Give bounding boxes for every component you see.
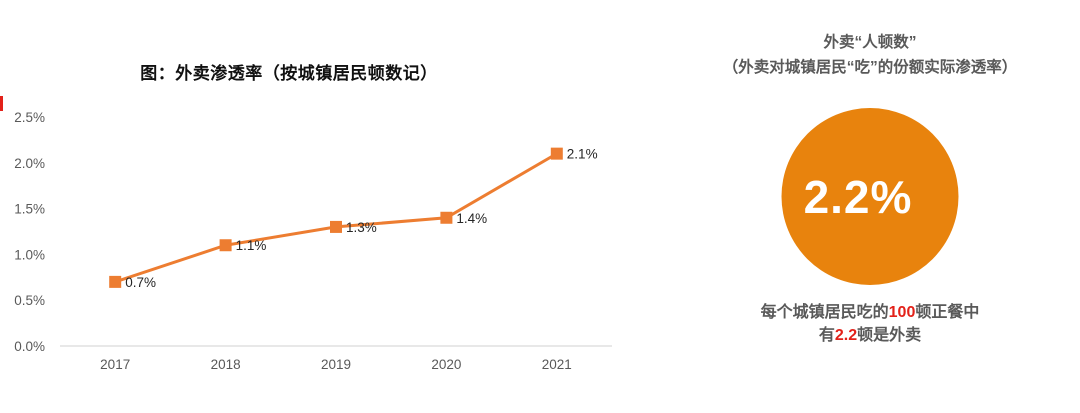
- data-point-label: 1.4%: [456, 211, 487, 226]
- trend-line: [114, 152, 558, 284]
- data-point-label: 2.1%: [567, 147, 598, 162]
- caption-text: 有: [818, 327, 835, 344]
- chart-title: 图：外卖渗透率（按城镇居民顿数记）: [140, 64, 438, 83]
- data-point-marker: [330, 220, 342, 233]
- y-axis-tick-label: 2.0%: [14, 156, 45, 171]
- y-axis-tick-label: 2.5%: [14, 110, 45, 125]
- x-axis-category-label: 2018: [211, 357, 241, 372]
- caption-text: 顿正餐中: [915, 304, 980, 321]
- y-axis-tick-label: 0.0%: [14, 339, 45, 354]
- penetration-rate-circle: 2.2%: [781, 108, 959, 285]
- x-axis-category-label: 2017: [100, 357, 130, 372]
- penetration-rate-value: 2.2%: [803, 170, 913, 223]
- data-point-marker: [550, 147, 563, 160]
- y-axis-tick-label: 0.5%: [14, 293, 45, 308]
- line-chart-plot: 0.0% 0.5% 1.0% 1.5% 2.0% 2.5% 2017 2018 2019 2020…: [14, 110, 612, 372]
- caption-text: 每个城镇居民吃的: [760, 304, 889, 321]
- x-axis-category-label: 2021: [542, 357, 572, 372]
- right-panel-caption: 每个城镇居民吃的100顿正餐中 有2.2顿是外卖: [675, 301, 1065, 347]
- data-point-label: 1.1%: [236, 238, 267, 253]
- data-point-label: 1.3%: [346, 220, 377, 235]
- y-axis-tick-label: 1.5%: [14, 202, 45, 217]
- data-point-marker: [109, 275, 122, 288]
- takeout-penetration-chart: 图：外卖渗透率（按城镇居民顿数记） 0.0% 0.5% 1.0% 1.5% 2.0% 2.…: [14, 64, 612, 372]
- caption-line-1: 每个城镇居民吃的100顿正餐中: [675, 301, 1065, 324]
- right-panel-title-line1: 外卖“人顿数”: [823, 34, 917, 51]
- data-point-label: 0.7%: [125, 275, 156, 290]
- right-panel: 外卖“人顿数” （外卖对城镇居民“吃”的份额实际渗透率） 2.2% 每个城镇居民…: [675, 0, 1065, 413]
- red-corner-mark: [0, 96, 3, 111]
- right-panel-title-line2: （外卖对城镇居民“吃”的份额实际渗透率）: [722, 59, 1018, 76]
- data-point-marker: [219, 239, 232, 252]
- caption-line-2: 有2.2顿是外卖: [675, 324, 1065, 347]
- data-point-marker: [440, 211, 453, 224]
- x-axis-category-label: 2019: [321, 357, 351, 372]
- caption-text: 顿是外卖: [857, 327, 922, 344]
- x-axis-category-label: 2020: [431, 357, 461, 372]
- caption-highlight-number: 2.2: [834, 327, 858, 344]
- y-axis-tick-label: 1.0%: [14, 247, 45, 262]
- caption-highlight-number: 100: [888, 304, 916, 321]
- right-panel-title: 外卖“人顿数” （外卖对城镇居民“吃”的份额实际渗透率）: [675, 30, 1065, 80]
